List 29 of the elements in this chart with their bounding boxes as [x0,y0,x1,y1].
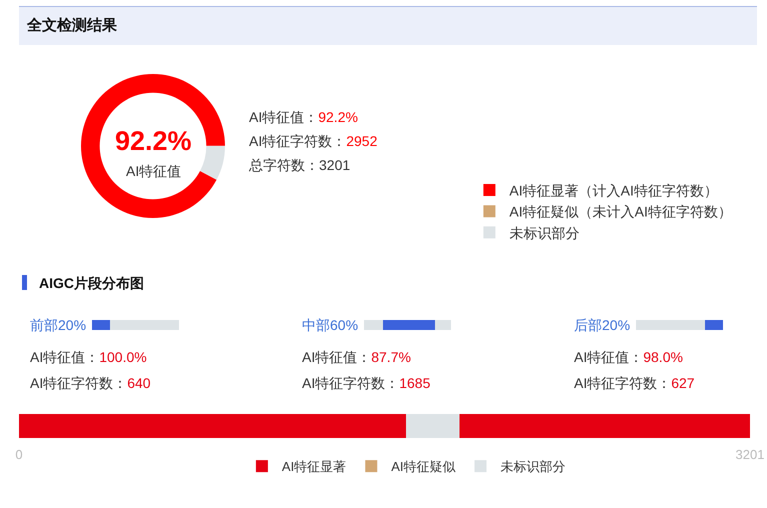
x-tick-label: 0 [15,447,23,462]
chart-title: AIGC片段分布图 [39,274,144,293]
text: AI特征字符数：1685 [302,375,430,391]
text: 前部20% [30,316,86,335]
x-tick-label: 3201 [736,447,764,462]
legend-label: 未标识部分 [500,459,566,474]
text: AI特征值 [126,163,182,179]
text: AI特征值：92.2% [249,109,358,125]
legend-label: 未标识部分 [509,224,580,241]
bar [406,414,460,438]
text: AI特征值：100.0% [30,349,147,365]
text: 92.2% [115,126,192,156]
text: 中部60% [302,316,358,335]
text: 后部20% [574,316,630,335]
text: AI特征字符数：627 [574,375,695,391]
donut-slice [81,74,225,218]
text: AI特征字符数：2952 [249,133,378,149]
bar [19,414,406,438]
legend-label: AI特征显著（计入AI特征字符数） [509,182,718,198]
donut-slice [200,146,225,180]
legend-label: AI特征疑似 [391,459,456,474]
legend-label: AI特征疑似（未计入AI特征字符数） [509,204,732,220]
bar [460,414,750,438]
legend-label: AI特征显著 [282,459,346,474]
chart-title: 全文检测结果 [27,16,117,36]
text: AI特征字符数：640 [30,375,151,391]
text: 总字符数：3201 [249,157,350,173]
text: AI特征值：87.7% [302,349,411,365]
text: AI特征值：98.0% [574,349,683,365]
